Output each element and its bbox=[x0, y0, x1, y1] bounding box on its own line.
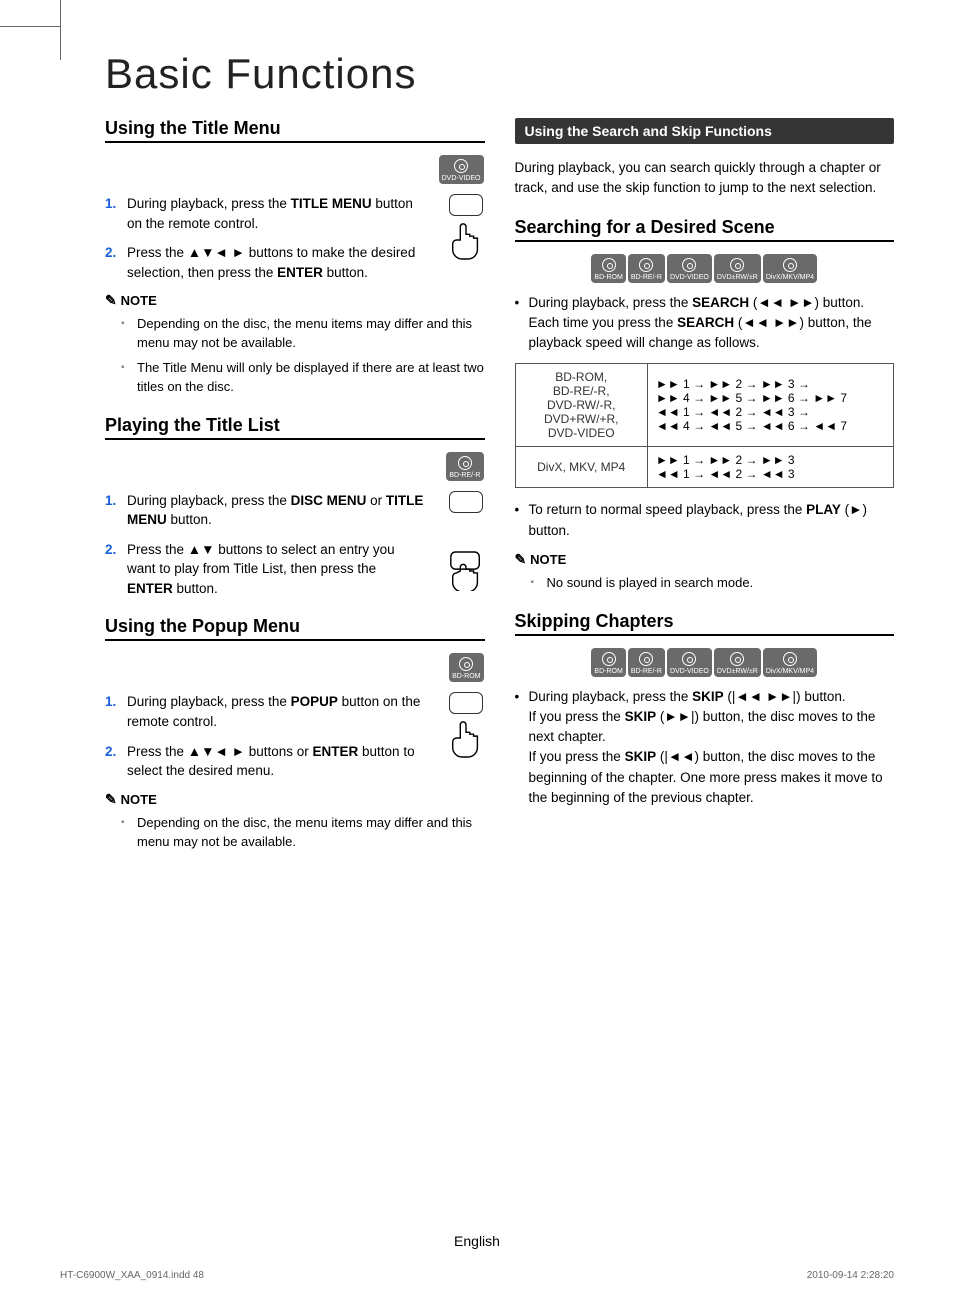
step-text: Press the ▲▼◄ ► buttons or ENTER button … bbox=[127, 742, 485, 781]
table-cell: BD-ROM, BD-RE/-R, DVD-RW/-R, DVD+RW/+R, … bbox=[515, 364, 647, 447]
meta-timestamp: 2010-09-14 2:28:20 bbox=[807, 1270, 894, 1281]
note-heading: NOTE bbox=[105, 292, 485, 309]
meta-file: HT-C6900W_XAA_0914.indd 48 bbox=[60, 1270, 204, 1281]
remote-button-icon bbox=[449, 194, 483, 216]
disc-badge: DVD-VIDEO bbox=[667, 648, 712, 677]
bullet-item: During playback, press the SEARCH (◄◄ ►►… bbox=[515, 293, 895, 354]
footer-language: English bbox=[0, 1233, 954, 1249]
hand-icon bbox=[447, 220, 485, 260]
remote-button-icon bbox=[449, 692, 483, 714]
page-title: Basic Functions bbox=[105, 50, 894, 98]
note-item: No sound is played in search mode. bbox=[535, 574, 895, 593]
table-cell: ►► 1 → ►► 2 → ►► 3 ◄◄ 1 → ◄◄ 2 → ◄◄ 3 bbox=[647, 447, 893, 488]
disc-badge: BD-RE/-R bbox=[446, 452, 483, 481]
disc-badge: DVD-VIDEO bbox=[667, 254, 712, 283]
hand-icon bbox=[447, 718, 485, 758]
left-column: Using the Title Menu DVD-VIDEO 1.During … bbox=[105, 118, 485, 857]
disc-badge: BD-ROM bbox=[591, 648, 625, 677]
manual-page: Basic Functions Using the Title Menu DVD… bbox=[0, 0, 954, 897]
remote-button-icon bbox=[449, 491, 483, 513]
disc-badge: DVD±RW/±R bbox=[714, 254, 761, 283]
right-column: Using the Search and Skip Functions Duri… bbox=[515, 118, 895, 857]
section-banner: Using the Search and Skip Functions bbox=[515, 118, 895, 144]
disc-badge: BD-ROM bbox=[449, 653, 483, 682]
table-cell: ►► 1 → ►► 2 → ►► 3 → ►► 4 → ►► 5 → ►► 6 … bbox=[647, 364, 893, 447]
disc-badge: DVD-VIDEO bbox=[439, 155, 484, 184]
heading-title-list: Playing the Title List bbox=[105, 415, 485, 440]
heading-title-menu: Using the Title Menu bbox=[105, 118, 485, 143]
bullet-item: To return to normal speed playback, pres… bbox=[515, 500, 895, 541]
disc-badge: DivX/MKV/MP4 bbox=[763, 648, 817, 677]
speed-table: BD-ROM, BD-RE/-R, DVD-RW/-R, DVD+RW/+R, … bbox=[515, 363, 895, 488]
heading-searching: Searching for a Desired Scene bbox=[515, 217, 895, 242]
heading-popup-menu: Using the Popup Menu bbox=[105, 616, 485, 641]
disc-badge: BD-RE/-R bbox=[628, 254, 665, 283]
table-cell: DivX, MKV, MP4 bbox=[515, 447, 647, 488]
note-item: Depending on the disc, the menu items ma… bbox=[125, 814, 485, 852]
step-text: During playback, press the TITLE MENU bu… bbox=[127, 194, 485, 233]
disc-badge: BD-ROM bbox=[591, 254, 625, 283]
note-item: The Title Menu will only be displayed if… bbox=[125, 359, 485, 397]
note-heading: NOTE bbox=[105, 791, 485, 808]
note-item: Depending on the disc, the menu items ma… bbox=[125, 315, 485, 353]
print-metadata: HT-C6900W_XAA_0914.indd 48 2010-09-14 2:… bbox=[60, 1270, 894, 1281]
disc-badge: BD-RE/-R bbox=[628, 648, 665, 677]
bullet-item: During playback, press the SKIP (|◄◄ ►►|… bbox=[515, 687, 895, 809]
step-text: Press the ▲▼ buttons to select an entry … bbox=[127, 540, 485, 599]
step-text: During playback, press the DISC MENU or … bbox=[127, 491, 485, 530]
badge-row: BD-ROMBD-RE/-RDVD-VIDEODVD±RW/±RDivX/MKV… bbox=[515, 254, 895, 283]
step-text: During playback, press the POPUP button … bbox=[127, 692, 485, 731]
badge-row: BD-ROMBD-RE/-RDVD-VIDEODVD±RW/±RDivX/MKV… bbox=[515, 648, 895, 677]
heading-skipping: Skipping Chapters bbox=[515, 611, 895, 636]
note-heading: NOTE bbox=[515, 551, 895, 568]
hand-icon bbox=[447, 551, 485, 591]
disc-badge: DivX/MKV/MP4 bbox=[763, 254, 817, 283]
disc-badge: DVD±RW/±R bbox=[714, 648, 761, 677]
intro-paragraph: During playback, you can search quickly … bbox=[515, 158, 895, 199]
step-text: Press the ▲▼◄ ► buttons to make the desi… bbox=[127, 243, 485, 282]
